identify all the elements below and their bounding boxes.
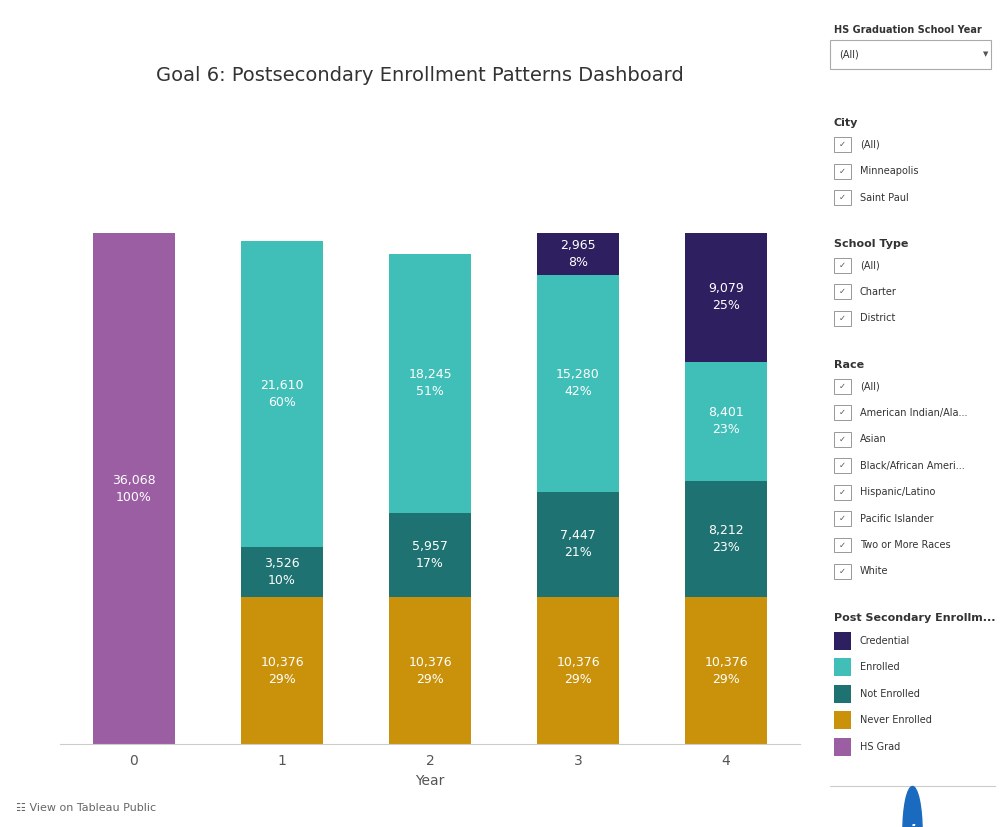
Text: Saint Paul: Saint Paul: [860, 193, 909, 203]
Bar: [537, 275, 619, 491]
Text: Asian: Asian: [860, 434, 887, 444]
FancyBboxPatch shape: [834, 379, 851, 394]
Text: 8,401
23%: 8,401 23%: [708, 406, 744, 436]
Text: i: i: [910, 825, 915, 827]
Text: City: City: [834, 118, 858, 128]
Text: American Indian/Ala...: American Indian/Ala...: [860, 408, 968, 418]
Text: Black/African Ameri...: Black/African Ameri...: [860, 461, 965, 471]
Text: White: White: [860, 566, 889, 576]
Text: 10,376
29%: 10,376 29%: [704, 656, 748, 686]
Text: (All): (All): [860, 381, 880, 391]
Bar: [93, 233, 175, 744]
FancyBboxPatch shape: [834, 738, 851, 756]
FancyBboxPatch shape: [834, 258, 851, 273]
Text: Two or More Races: Two or More Races: [860, 540, 951, 550]
Bar: [685, 361, 767, 480]
Text: Minneapolis: Minneapolis: [860, 166, 918, 176]
X-axis label: Year: Year: [415, 773, 445, 787]
Bar: [537, 233, 619, 275]
Text: ✓: ✓: [839, 288, 846, 296]
Bar: [685, 480, 767, 597]
Text: ✓: ✓: [839, 435, 846, 443]
Text: Credential: Credential: [860, 636, 910, 646]
FancyBboxPatch shape: [834, 432, 851, 447]
Text: ✓: ✓: [839, 261, 846, 270]
FancyBboxPatch shape: [834, 284, 851, 299]
Text: 10,376
29%: 10,376 29%: [408, 656, 452, 686]
Bar: [241, 547, 323, 597]
Text: (All): (All): [839, 50, 859, 60]
FancyBboxPatch shape: [834, 190, 851, 205]
FancyBboxPatch shape: [834, 137, 851, 152]
Text: Not Enrolled: Not Enrolled: [860, 689, 920, 699]
Text: Pacific Islander: Pacific Islander: [860, 514, 934, 523]
Text: Never Enrolled: Never Enrolled: [860, 715, 932, 725]
Text: ✓: ✓: [839, 461, 846, 470]
Text: ✓: ✓: [839, 567, 846, 576]
Text: 9,079
25%: 9,079 25%: [708, 282, 744, 313]
Text: ▼: ▼: [982, 51, 988, 58]
FancyBboxPatch shape: [834, 164, 851, 179]
Text: 21,610
60%: 21,610 60%: [260, 379, 304, 409]
FancyBboxPatch shape: [834, 538, 851, 552]
FancyBboxPatch shape: [834, 405, 851, 420]
Text: ✓: ✓: [839, 382, 846, 390]
Text: ☷ View on Tableau Public: ☷ View on Tableau Public: [16, 803, 157, 814]
FancyBboxPatch shape: [834, 711, 851, 729]
Text: 3,526
10%: 3,526 10%: [264, 557, 300, 587]
Bar: [685, 233, 767, 361]
Text: HS Grad: HS Grad: [860, 742, 900, 752]
Text: Post Secondary Enrollm...: Post Secondary Enrollm...: [834, 613, 995, 623]
Bar: [389, 254, 471, 513]
Text: (All): (All): [860, 261, 880, 270]
FancyBboxPatch shape: [834, 564, 851, 579]
Text: (All): (All): [860, 140, 880, 150]
Text: ✓: ✓: [839, 514, 846, 523]
FancyBboxPatch shape: [830, 40, 991, 69]
FancyBboxPatch shape: [834, 511, 851, 526]
Text: School Type: School Type: [834, 239, 908, 249]
Bar: [537, 597, 619, 744]
FancyBboxPatch shape: [834, 685, 851, 703]
Text: District: District: [860, 313, 895, 323]
Text: ✓: ✓: [839, 409, 846, 417]
Text: Charter: Charter: [860, 287, 897, 297]
FancyBboxPatch shape: [834, 632, 851, 650]
Bar: [241, 241, 323, 547]
FancyBboxPatch shape: [834, 485, 851, 500]
Text: ✓: ✓: [839, 194, 846, 202]
Text: HS Graduation School Year: HS Graduation School Year: [834, 25, 982, 35]
Text: ✓: ✓: [839, 488, 846, 496]
Text: ✓: ✓: [839, 167, 846, 175]
Text: Hispanic/Latino: Hispanic/Latino: [860, 487, 935, 497]
Text: 2,965
8%: 2,965 8%: [560, 239, 596, 269]
Bar: [537, 491, 619, 597]
FancyBboxPatch shape: [834, 658, 851, 676]
Text: 5,957
17%: 5,957 17%: [412, 540, 448, 570]
Text: 10,376
29%: 10,376 29%: [260, 656, 304, 686]
Text: ✓: ✓: [839, 541, 846, 549]
Text: Race: Race: [834, 360, 864, 370]
Text: Enrolled: Enrolled: [860, 662, 900, 672]
Text: 36,068
100%: 36,068 100%: [112, 474, 156, 504]
Text: 7,447
21%: 7,447 21%: [560, 529, 596, 559]
FancyBboxPatch shape: [834, 311, 851, 326]
Text: 15,280
42%: 15,280 42%: [556, 368, 600, 399]
Text: 10,376
29%: 10,376 29%: [556, 656, 600, 686]
Text: Goal 6: Postsecondary Enrollment Patterns Dashboard: Goal 6: Postsecondary Enrollment Pattern…: [156, 66, 684, 85]
Text: 8,212
23%: 8,212 23%: [708, 524, 744, 554]
Text: 18,245
51%: 18,245 51%: [408, 368, 452, 399]
Bar: [389, 513, 471, 597]
Bar: [241, 597, 323, 744]
Text: ✓: ✓: [839, 314, 846, 323]
Bar: [389, 597, 471, 744]
Text: ✓: ✓: [839, 141, 846, 149]
FancyBboxPatch shape: [834, 458, 851, 473]
Circle shape: [903, 786, 922, 827]
Bar: [685, 597, 767, 744]
